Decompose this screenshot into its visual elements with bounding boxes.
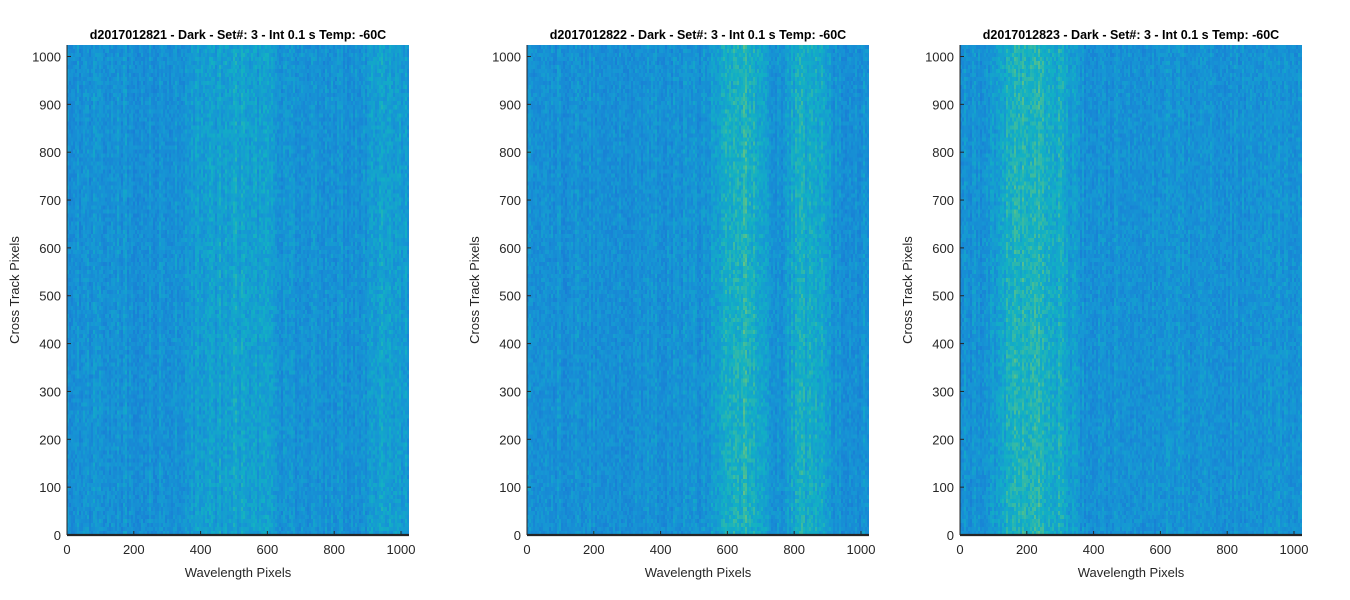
panel-title: d2017012821 - Dark - Set#: 3 - Int 0.1 s…	[90, 28, 386, 42]
y-tick-label: 1000	[32, 49, 61, 64]
y-tick-label: 500	[932, 289, 954, 304]
x-tick-label: 0	[956, 542, 963, 557]
panel-3: 0 200 400 600 800 1000 0 100 200 300 400 500 600 700 8…	[900, 28, 1308, 580]
y-tick-label: 600	[499, 241, 521, 256]
y-tick-label: 400	[39, 337, 61, 352]
y-tick-label: 200	[499, 432, 521, 447]
y-tick-label: 200	[39, 432, 61, 447]
y-tick-label: 800	[499, 145, 521, 160]
panel-title: d2017012822 - Dark - Set#: 3 - Int 0.1 s…	[550, 28, 846, 42]
y-tick-label: 700	[932, 193, 954, 208]
y-tick-label: 800	[932, 145, 954, 160]
y-tick-label: 500	[39, 289, 61, 304]
heatmap-image-2	[527, 45, 869, 535]
y-tick-label: 0	[947, 528, 954, 543]
x-tick-label: 400	[1083, 542, 1105, 557]
x-tick-label: 800	[1216, 542, 1238, 557]
panel-1: 0 200 400 600 800 1000 0 100 200 300 400 500 600 700 8…	[7, 28, 415, 580]
y-tick-label: 0	[54, 528, 61, 543]
y-tick-label: 700	[39, 193, 61, 208]
y-tick-label: 200	[932, 432, 954, 447]
x-tick-label: 200	[123, 542, 145, 557]
x-axis-label: Wavelength Pixels	[185, 565, 292, 580]
x-tick-label: 0	[63, 542, 70, 557]
y-tick-label: 1000	[492, 49, 521, 64]
y-tick-label: 600	[39, 241, 61, 256]
x-axis-label: Wavelength Pixels	[1078, 565, 1185, 580]
y-tick-label: 900	[39, 97, 61, 112]
x-tick-label: 600	[717, 542, 739, 557]
y-tick-label: 1000	[925, 49, 954, 64]
y-tick-label: 300	[932, 384, 954, 399]
y-tick-label: 500	[499, 289, 521, 304]
x-tick-label: 800	[783, 542, 805, 557]
panel-2: 0 200 400 600 800 1000 0 100 200 300 400 500 600 700 8…	[467, 28, 875, 580]
y-tick-label: 300	[499, 384, 521, 399]
heatmap-image-1	[67, 45, 409, 535]
y-tick-label: 800	[39, 145, 61, 160]
panel-title: d2017012823 - Dark - Set#: 3 - Int 0.1 s…	[983, 28, 1279, 42]
y-tick-label: 0	[514, 528, 521, 543]
y-tick-label: 100	[499, 480, 521, 495]
x-tick-label: 1000	[387, 542, 416, 557]
y-tick-label: 100	[39, 480, 61, 495]
y-tick-label: 600	[932, 241, 954, 256]
y-tick-label: 100	[932, 480, 954, 495]
y-axis-label: Cross Track Pixels	[900, 236, 915, 344]
x-tick-label: 1000	[847, 542, 876, 557]
x-tick-label: 0	[523, 542, 530, 557]
y-tick-label: 400	[932, 337, 954, 352]
heatmap-image-3	[960, 45, 1302, 535]
x-tick-label: 400	[190, 542, 212, 557]
x-tick-label: 400	[650, 542, 672, 557]
y-tick-label: 700	[499, 193, 521, 208]
y-tick-label: 300	[39, 384, 61, 399]
x-tick-label: 200	[1016, 542, 1038, 557]
y-tick-label: 900	[499, 97, 521, 112]
x-tick-label: 600	[257, 542, 279, 557]
x-tick-label: 1000	[1280, 542, 1309, 557]
x-tick-label: 600	[1150, 542, 1172, 557]
x-axis-label: Wavelength Pixels	[645, 565, 752, 580]
x-tick-label: 800	[323, 542, 345, 557]
y-tick-label: 400	[499, 337, 521, 352]
y-axis-label: Cross Track Pixels	[467, 236, 482, 344]
y-axis-label: Cross Track Pixels	[7, 236, 22, 344]
x-tick-label: 200	[583, 542, 605, 557]
y-tick-label: 900	[932, 97, 954, 112]
